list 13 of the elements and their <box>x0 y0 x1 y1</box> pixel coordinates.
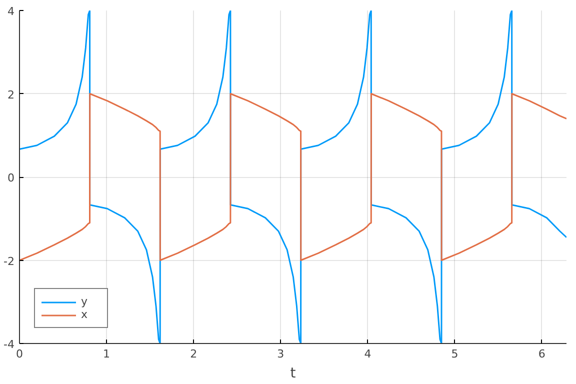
y-tick-label: 2 <box>8 88 14 102</box>
x-tick-label: 5 <box>451 348 458 360</box>
y-tick-label: -2 <box>4 254 14 268</box>
x-tick-label: 4 <box>364 348 372 360</box>
y-tick-label: 4 <box>8 5 14 18</box>
x-tick-label: 6 <box>538 348 546 360</box>
x-tick-label: 3 <box>277 348 284 360</box>
y-tick-label: 0 <box>8 172 14 184</box>
y-tick-label: -4 <box>4 338 14 351</box>
x-axis-title: t <box>290 366 296 382</box>
x-tick-label: 0 <box>16 348 23 360</box>
x-tick-label: 1 <box>103 348 110 360</box>
x-tick-label: 2 <box>190 348 198 360</box>
